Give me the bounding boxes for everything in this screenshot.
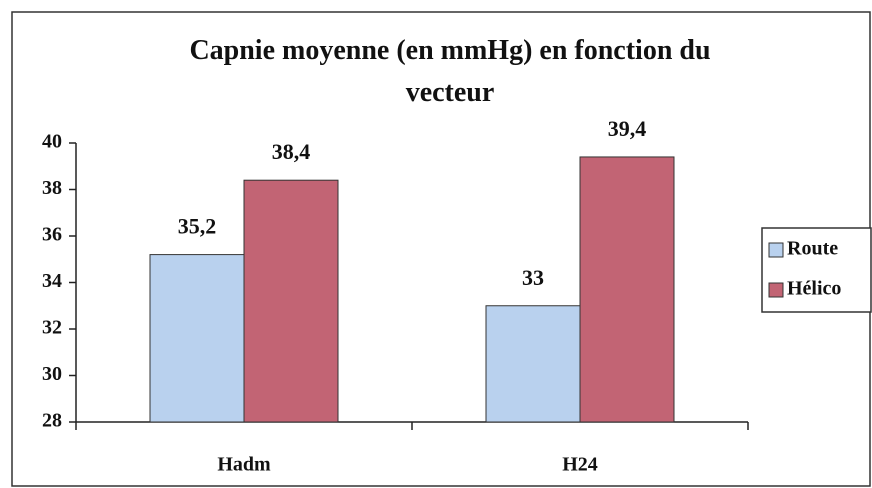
x-tick-label: Hadm bbox=[217, 454, 271, 476]
legend-label: Hélico bbox=[787, 278, 841, 300]
chart-title: Capnie moyenne (en mmHg) en fonction du … bbox=[189, 35, 711, 108]
bar bbox=[149, 254, 245, 423]
legend-swatch bbox=[768, 242, 784, 258]
data-label: 38,4 bbox=[272, 139, 311, 164]
bar bbox=[243, 179, 339, 423]
bar bbox=[485, 305, 581, 423]
data-label: 39,4 bbox=[608, 116, 647, 141]
data-label: 35,2 bbox=[178, 214, 217, 239]
y-tick-label: 32 bbox=[42, 317, 62, 339]
y-tick-label: 30 bbox=[42, 363, 62, 385]
y-tick-label: 28 bbox=[42, 410, 62, 432]
bar bbox=[579, 156, 675, 423]
legend-box bbox=[761, 227, 872, 313]
y-tick-label: 40 bbox=[42, 131, 62, 153]
y-tick-label: 34 bbox=[42, 270, 62, 292]
y-tick-label: 36 bbox=[42, 224, 62, 246]
y-tick-label: 38 bbox=[42, 177, 62, 199]
legend-label: Route bbox=[787, 238, 838, 260]
data-label: 33 bbox=[522, 265, 544, 290]
legend-swatch bbox=[768, 282, 784, 298]
x-tick-label: H24 bbox=[562, 454, 598, 476]
